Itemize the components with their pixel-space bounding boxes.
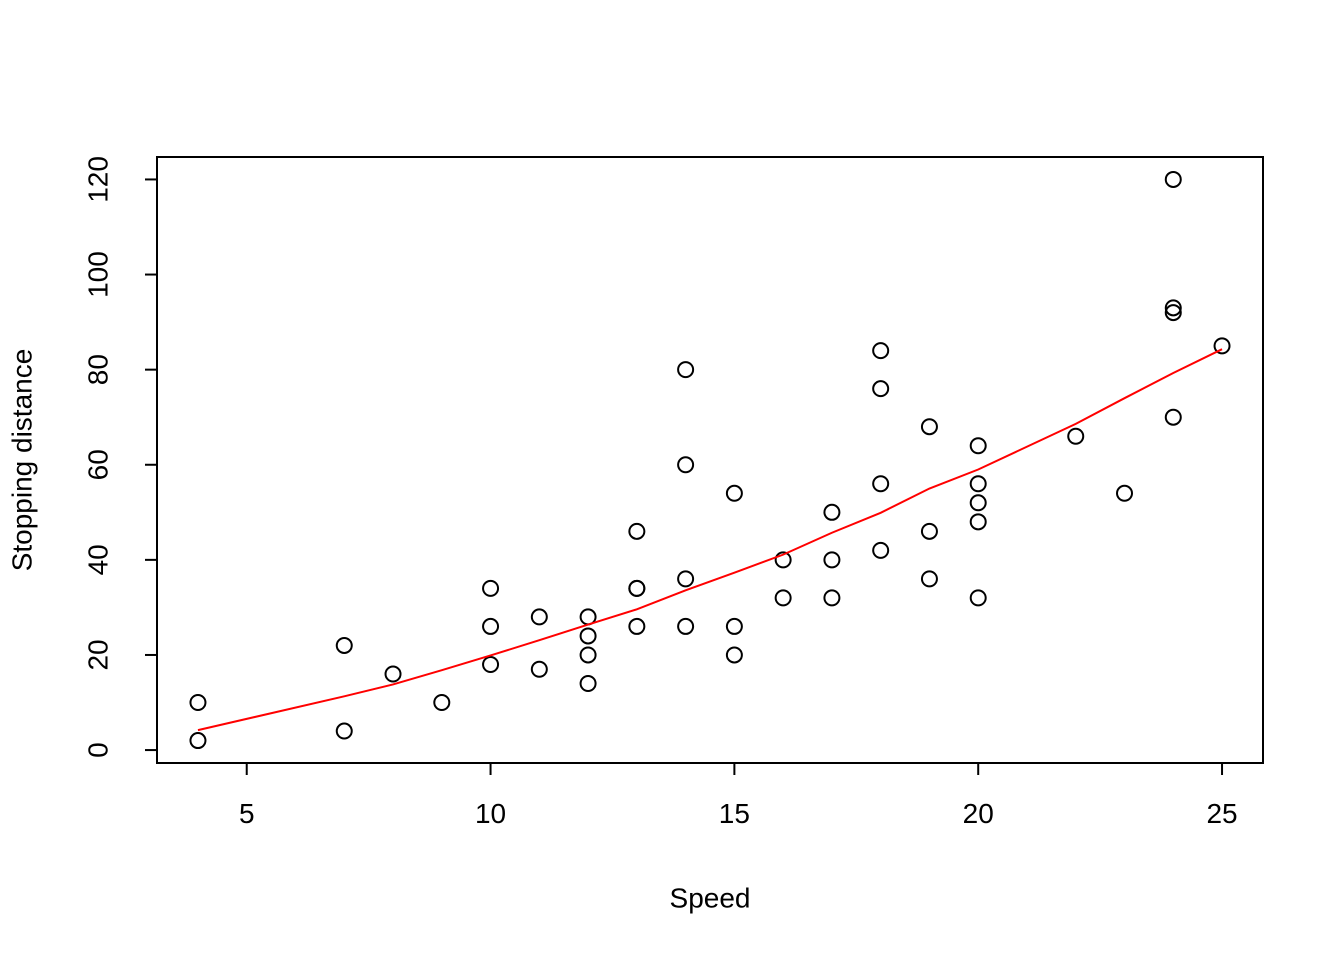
point <box>920 570 938 588</box>
point <box>1164 408 1182 426</box>
point <box>384 665 402 683</box>
point <box>189 732 207 750</box>
point <box>774 551 792 569</box>
point <box>823 589 841 607</box>
point <box>725 646 743 664</box>
point <box>1213 337 1231 355</box>
point <box>1164 170 1182 188</box>
y-tick-label: 120 <box>82 156 113 203</box>
y-tick-label: 80 <box>82 354 113 385</box>
point <box>823 551 841 569</box>
point <box>1067 427 1085 445</box>
point <box>530 608 548 626</box>
point <box>628 579 646 597</box>
plot-box <box>156 156 1264 764</box>
point <box>872 475 890 493</box>
y-tick-label: 20 <box>82 639 113 670</box>
point <box>872 342 890 360</box>
point <box>579 627 597 645</box>
point <box>628 522 646 540</box>
point <box>1164 299 1182 317</box>
point <box>579 674 597 692</box>
point <box>530 660 548 678</box>
point <box>969 589 987 607</box>
point <box>677 456 695 474</box>
point <box>725 617 743 635</box>
y-axis-label: Stopping distance <box>6 349 37 572</box>
y-tick-label: 60 <box>82 449 113 480</box>
x-tick-label: 5 <box>239 798 255 829</box>
point <box>189 694 207 712</box>
point <box>677 617 695 635</box>
point <box>482 617 500 635</box>
point <box>677 361 695 379</box>
point <box>335 636 353 654</box>
y-tick-label: 100 <box>82 251 113 298</box>
point <box>482 655 500 673</box>
point <box>969 437 987 455</box>
point <box>872 380 890 398</box>
point <box>920 418 938 436</box>
point <box>969 513 987 531</box>
point <box>774 589 792 607</box>
x-tick-label: 15 <box>719 798 750 829</box>
point <box>628 617 646 635</box>
point <box>920 522 938 540</box>
x-tick-label: 20 <box>963 798 994 829</box>
point <box>579 646 597 664</box>
fit-line <box>197 348 1223 732</box>
point <box>1164 304 1182 322</box>
point <box>725 484 743 502</box>
y-tick-label: 0 <box>82 742 113 758</box>
x-axis-label: Speed <box>670 882 751 913</box>
x-tick-label: 25 <box>1206 798 1237 829</box>
point <box>677 570 695 588</box>
point <box>969 494 987 512</box>
point <box>482 579 500 597</box>
y-tick-label: 40 <box>82 544 113 575</box>
point <box>433 694 451 712</box>
point <box>969 475 987 493</box>
point <box>872 541 890 559</box>
point <box>823 503 841 521</box>
point <box>1116 484 1134 502</box>
point <box>335 722 353 740</box>
x-tick-label: 10 <box>475 798 506 829</box>
